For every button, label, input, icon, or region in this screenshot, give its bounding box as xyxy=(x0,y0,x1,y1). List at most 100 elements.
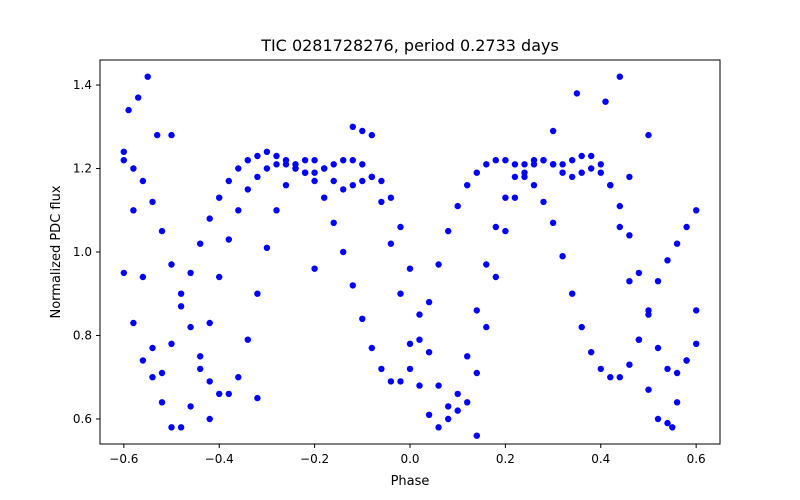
data-point xyxy=(483,161,490,168)
data-point xyxy=(139,357,147,364)
data-point xyxy=(597,365,604,373)
data-point xyxy=(397,378,404,385)
data-point xyxy=(530,182,538,189)
scatter-points xyxy=(120,73,700,439)
data-point xyxy=(139,177,147,185)
data-point xyxy=(521,161,528,168)
data-point xyxy=(454,202,461,210)
data-point xyxy=(120,157,128,164)
data-point xyxy=(187,323,194,331)
data-point xyxy=(445,403,452,410)
data-point xyxy=(607,374,614,381)
data-point xyxy=(254,394,261,402)
data-point xyxy=(416,311,423,318)
data-point xyxy=(359,127,366,135)
y-tick-label: 0.6 xyxy=(73,412,92,426)
data-point xyxy=(254,152,261,160)
data-point xyxy=(473,432,480,439)
data-point xyxy=(435,382,442,389)
x-tick-label: −0.6 xyxy=(109,452,138,466)
data-point xyxy=(397,290,404,297)
data-point xyxy=(397,223,404,231)
y-tick-label: 1.4 xyxy=(73,78,92,92)
data-point xyxy=(359,315,366,322)
data-point xyxy=(158,399,166,406)
data-point xyxy=(578,152,585,160)
data-point xyxy=(406,365,414,373)
data-point xyxy=(588,152,595,160)
data-point xyxy=(130,207,137,214)
data-point xyxy=(521,169,528,176)
data-point xyxy=(144,73,151,80)
data-point xyxy=(673,369,681,377)
data-point xyxy=(368,131,375,139)
data-point xyxy=(197,365,204,373)
data-point xyxy=(664,419,671,427)
data-point xyxy=(445,227,452,235)
data-point xyxy=(549,219,557,226)
data-point xyxy=(349,282,356,289)
chart-title: TIC 0281728276, period 0.2733 days xyxy=(260,36,559,55)
data-point xyxy=(368,344,375,352)
x-tick-label: 0.4 xyxy=(591,452,610,466)
data-point xyxy=(416,382,423,389)
data-point xyxy=(406,265,414,272)
data-point xyxy=(549,127,557,135)
data-point xyxy=(330,219,337,226)
data-point xyxy=(235,165,242,172)
y-axis-ticks: 0.6 0.8 1.0 1.2 1.4 xyxy=(73,78,100,426)
data-point xyxy=(254,290,261,297)
data-point xyxy=(473,307,480,314)
data-point xyxy=(693,207,700,214)
data-point xyxy=(168,131,175,139)
data-point xyxy=(492,157,499,164)
data-point xyxy=(149,374,156,381)
data-point xyxy=(216,194,223,201)
data-point xyxy=(511,173,519,181)
data-point xyxy=(273,152,280,160)
data-point xyxy=(435,261,442,268)
data-point xyxy=(273,207,280,214)
data-point xyxy=(378,198,385,206)
data-point xyxy=(168,424,175,431)
data-point xyxy=(559,161,566,168)
data-point xyxy=(177,290,185,297)
data-point xyxy=(125,106,132,114)
data-point xyxy=(530,157,538,164)
data-point xyxy=(492,273,499,281)
x-tick-label: 0.0 xyxy=(400,452,419,466)
data-point xyxy=(368,173,375,181)
data-point xyxy=(540,157,547,164)
data-point xyxy=(502,194,509,201)
data-point xyxy=(130,165,137,172)
data-point xyxy=(607,182,614,189)
data-point xyxy=(511,194,519,201)
data-point xyxy=(464,182,471,189)
data-point xyxy=(645,131,652,139)
data-point xyxy=(626,232,633,239)
data-point xyxy=(282,182,290,189)
data-point xyxy=(273,161,280,168)
data-point xyxy=(216,273,223,281)
data-point xyxy=(683,223,690,231)
data-point xyxy=(425,411,433,418)
data-point xyxy=(669,424,676,431)
data-point xyxy=(693,307,700,314)
data-point xyxy=(149,198,156,206)
data-point xyxy=(206,319,213,327)
data-point xyxy=(416,336,423,343)
data-point xyxy=(387,378,395,385)
data-point xyxy=(158,227,166,235)
data-point xyxy=(569,173,576,181)
data-point xyxy=(569,157,576,164)
data-point xyxy=(626,361,633,368)
data-point xyxy=(602,98,609,105)
data-point xyxy=(597,161,604,168)
data-point xyxy=(120,269,128,277)
data-point xyxy=(616,202,623,210)
data-point xyxy=(120,148,128,155)
data-point xyxy=(359,161,366,168)
data-point xyxy=(235,374,242,381)
data-point xyxy=(616,223,623,231)
